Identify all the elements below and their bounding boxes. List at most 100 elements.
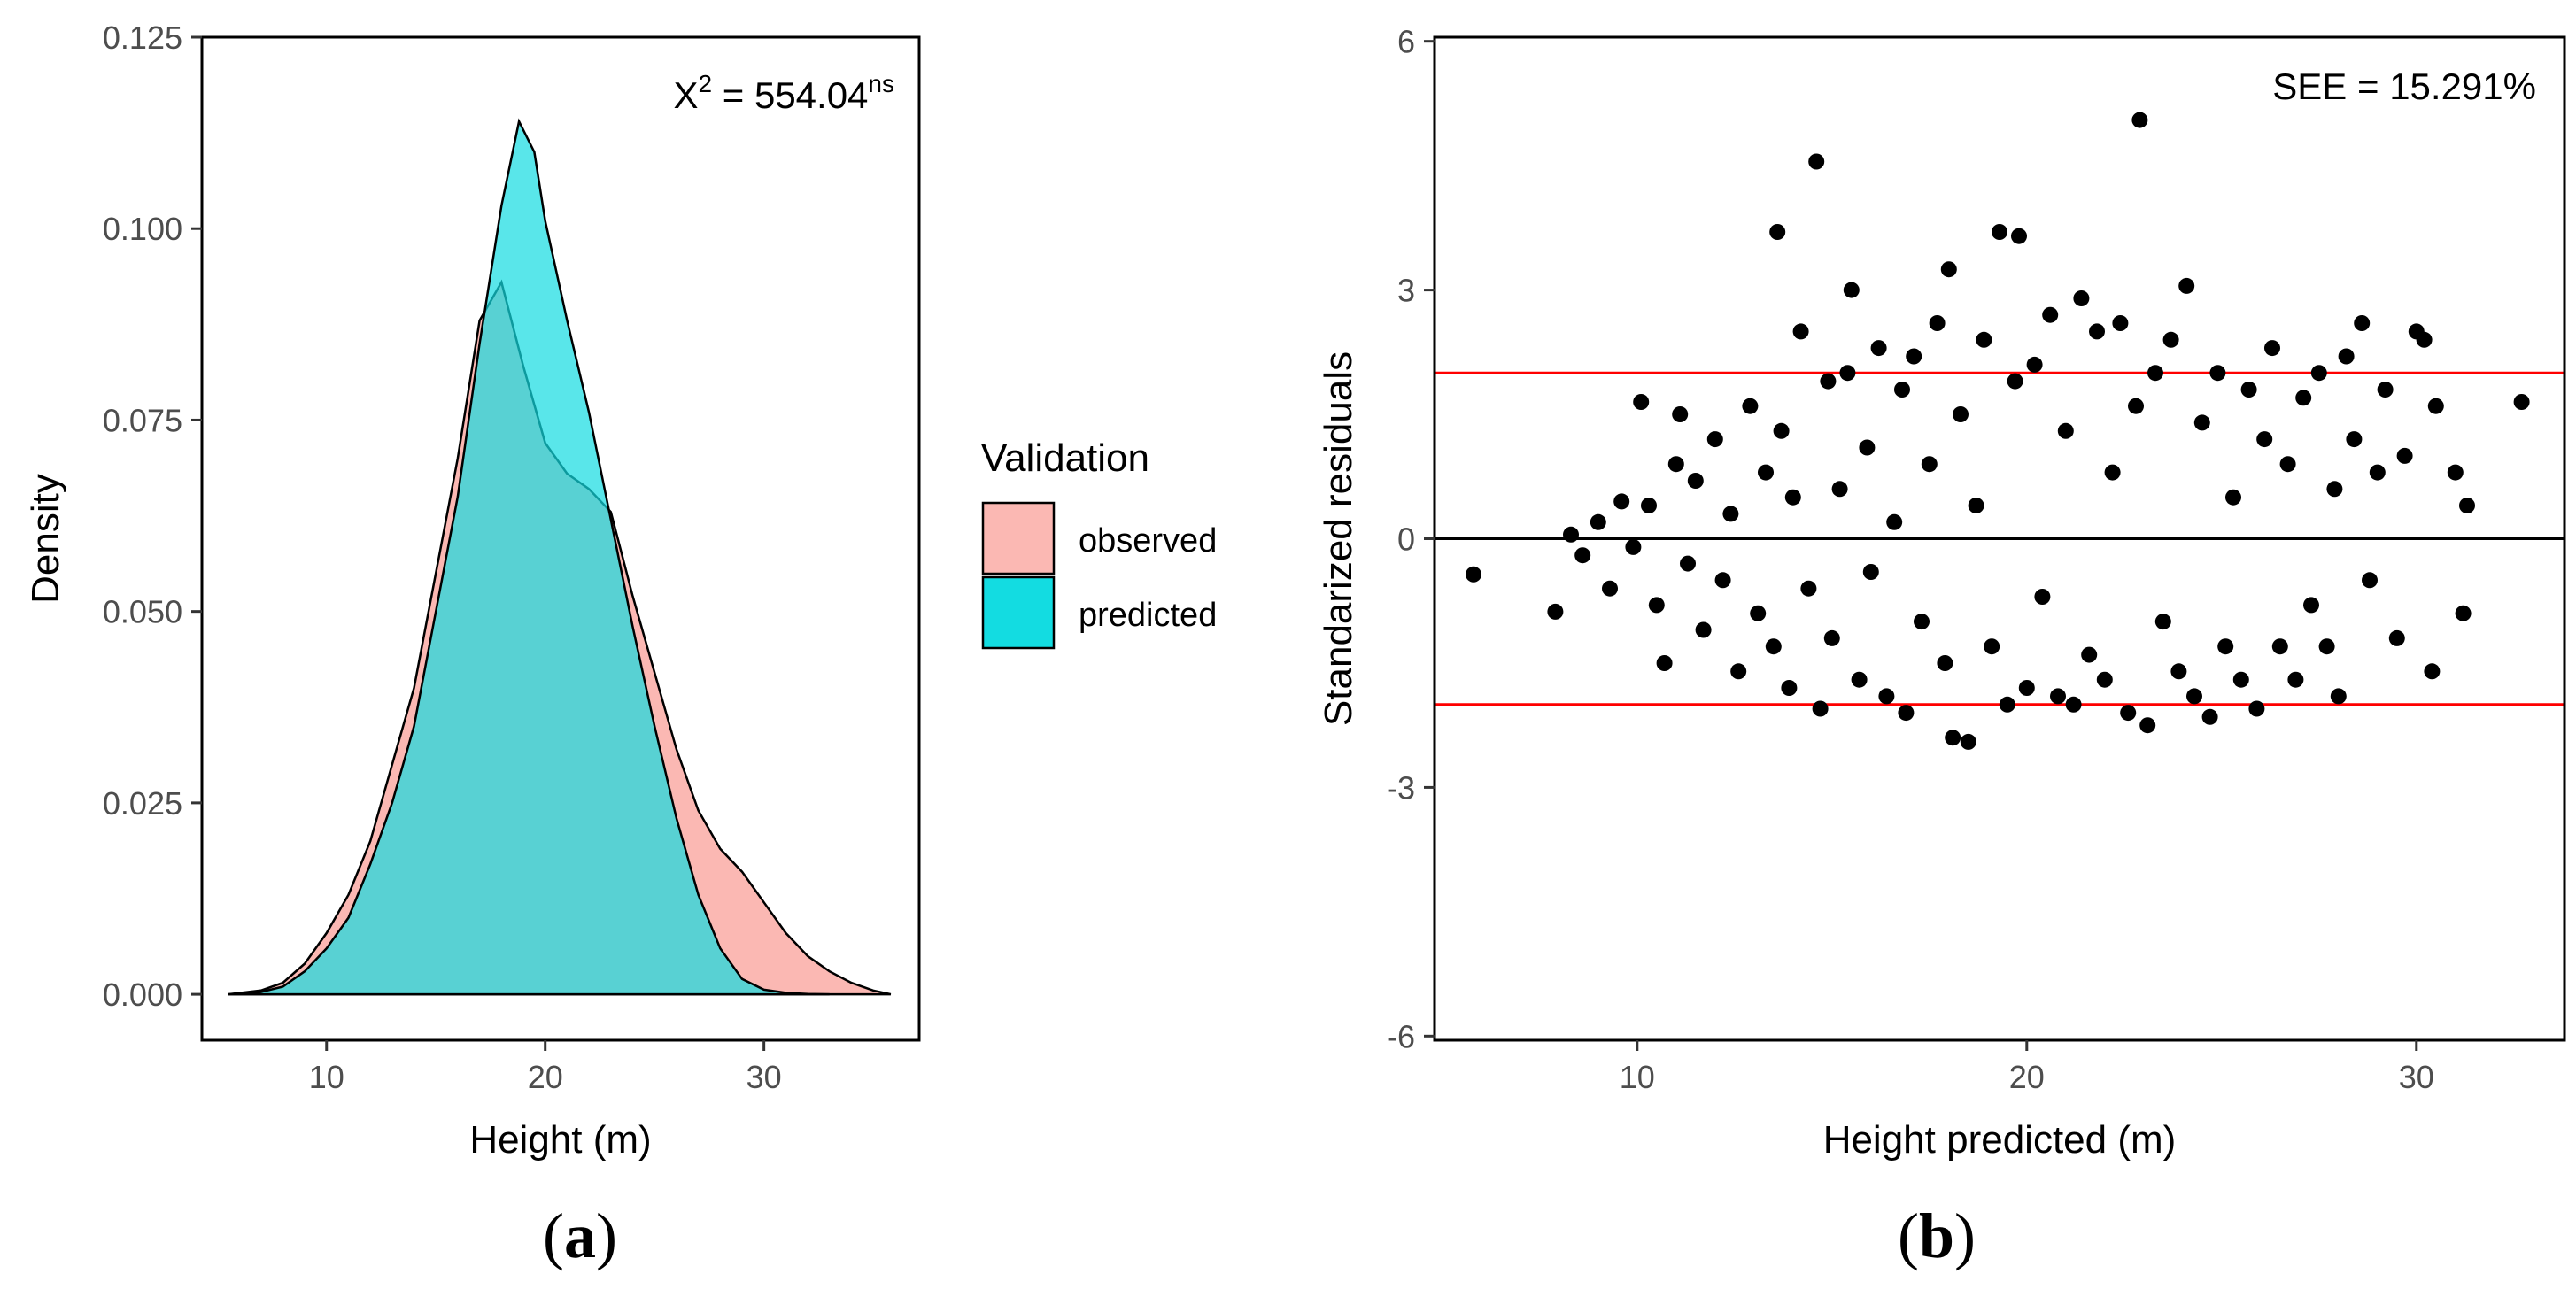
residual-point	[1590, 513, 1606, 530]
residual-point	[1792, 323, 1809, 340]
residual-x-axis: 10 20 30	[1620, 1040, 2434, 1095]
residual-point	[2318, 638, 2335, 655]
residual-point	[2225, 489, 2241, 506]
reference-lines	[1435, 371, 2564, 706]
residual-point	[1929, 315, 1946, 331]
residual-point	[1886, 513, 1903, 530]
density-plot-frame	[200, 35, 921, 1042]
residual-point	[1574, 547, 1591, 564]
density-y-tick-label: 0.125	[103, 19, 182, 56]
residual-point	[2295, 390, 2312, 406]
residual-point	[1722, 506, 1739, 522]
residual-point	[1773, 422, 1790, 439]
residual-point	[1706, 431, 1723, 448]
residual-point	[1750, 605, 1767, 621]
residual-point	[1898, 705, 1915, 722]
panel-label-a-letter: a	[563, 1200, 596, 1271]
panel-label-b-letter: b	[1918, 1200, 1955, 1271]
residual-point	[2303, 597, 2319, 614]
panel-label-a: (a)	[543, 1200, 617, 1271]
residual-point	[2346, 431, 2363, 448]
residual-point	[1870, 340, 1887, 357]
residual-point	[2073, 290, 2090, 306]
residual-point	[2264, 340, 2280, 357]
residual-point	[2050, 688, 2066, 705]
residual-point	[2120, 705, 2137, 722]
residual-point	[2186, 688, 2202, 705]
residual-point	[2396, 447, 2413, 464]
residual-point	[2201, 708, 2218, 725]
residual-point	[1894, 382, 1910, 398]
residual-point	[1613, 493, 1630, 510]
residual-point	[2089, 323, 2105, 340]
residual-point	[2388, 629, 2405, 646]
residual-y-tick-label: 0	[1397, 521, 1415, 558]
legend: Validation observed predicted	[981, 436, 1217, 650]
legend-label-predicted: predicted	[1079, 597, 1217, 634]
residual-point	[2232, 671, 2249, 688]
see-annotation: SEE = 15.291%	[2272, 66, 2536, 107]
residual-point	[2377, 382, 2394, 398]
density-series-group	[228, 118, 892, 996]
residual-point	[2104, 464, 2121, 481]
residual-point	[1878, 688, 1895, 705]
residual-point	[2162, 331, 2179, 348]
residual-point	[1633, 394, 1650, 410]
residual-point	[2007, 373, 2023, 390]
residual-point	[2170, 663, 2187, 680]
residual-point	[2042, 306, 2059, 323]
residual-point	[1831, 481, 1848, 498]
residual-point	[1695, 621, 1712, 638]
residual-point	[2279, 456, 2296, 473]
residual-point	[2139, 717, 2156, 734]
residual-point	[2338, 348, 2355, 365]
residual-x-tick-label: 20	[2009, 1059, 2045, 1095]
residual-point	[2193, 414, 2210, 431]
residual-point	[1781, 680, 1798, 696]
residual-point	[1625, 538, 1642, 555]
residual-point	[1602, 580, 1618, 597]
residual-point	[1976, 331, 1992, 348]
residual-point	[1687, 473, 1704, 489]
residual-point	[2131, 112, 2148, 128]
residual-point	[1940, 261, 1957, 278]
residual-y-tick-label: -3	[1387, 769, 1415, 806]
density-x-tick-label: 10	[309, 1059, 344, 1095]
legend-label-observed: observed	[1079, 522, 1217, 560]
residual-point	[2128, 398, 2144, 414]
residual-point	[1547, 603, 1564, 620]
chi-square-value: = 554.04	[712, 74, 868, 116]
residual-point	[1672, 406, 1689, 422]
residual-plot-panel: -6 -3 0 3 6 10 20 30 Height predicted (m) Stan…	[1317, 24, 2566, 1162]
residual-x-axis-label: Height predicted (m)	[1823, 1118, 2177, 1162]
legend-swatch-predicted	[981, 575, 1056, 650]
residual-point	[1563, 526, 1579, 543]
residual-point	[2112, 315, 2129, 331]
residual-point	[1784, 489, 1801, 506]
chi-square-symbol: X	[674, 74, 699, 116]
residual-point	[2513, 394, 2530, 410]
residual-point	[1800, 580, 1817, 597]
density-x-axis: 10 20 30	[309, 1040, 782, 1095]
residual-point	[2240, 382, 2257, 398]
residual-point	[2057, 422, 2074, 439]
residual-point	[2147, 365, 2163, 382]
residual-point	[2424, 663, 2441, 680]
residual-point	[1862, 564, 1879, 580]
residual-point	[2287, 671, 2304, 688]
residual-point	[2081, 646, 2098, 663]
legend-entries: observed predicted	[981, 501, 1217, 650]
residual-point	[2310, 365, 2327, 382]
residual-point	[2416, 331, 2433, 348]
residual-point	[2018, 680, 2035, 696]
residual-y-tick-label: -6	[1387, 1018, 1415, 1054]
residual-point	[1667, 456, 1684, 473]
density-y-tick-label: 0.050	[103, 594, 182, 630]
panel-label-b: (b)	[1898, 1200, 1976, 1271]
chi-square-significance: ns	[868, 70, 894, 97]
residual-point	[2217, 638, 2234, 655]
legend-swatch-observed	[981, 501, 1056, 575]
residual-y-axis-label: Standarized residuals	[1317, 351, 1360, 726]
legend-title: Validation	[981, 436, 1149, 480]
